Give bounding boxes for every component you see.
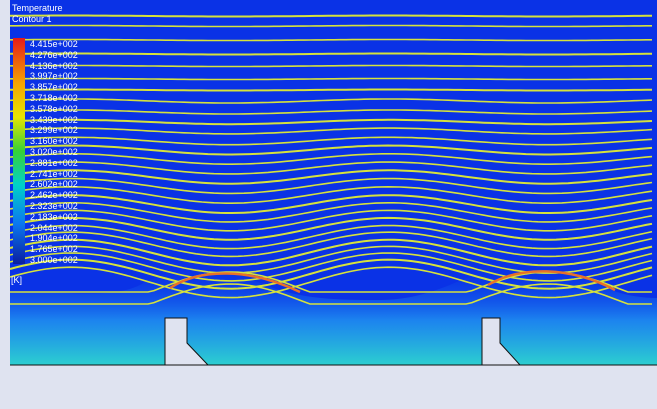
streamline [9, 109, 653, 115]
streamline [9, 202, 653, 223]
streamline [9, 224, 653, 250]
streamline [10, 64, 652, 68]
legend-label: 3.299e+002 [30, 125, 78, 136]
legend-label: 3.997e+002 [30, 71, 78, 82]
streamline [9, 231, 653, 258]
legend-label: 4.276e+002 [30, 49, 78, 60]
streamline [9, 144, 653, 156]
streamline [9, 245, 653, 274]
streamline [9, 136, 653, 146]
legend-label: 1.904e+002 [30, 233, 78, 244]
streamline [10, 88, 652, 92]
legend-label: 4.136e+002 [30, 60, 78, 71]
streamline [9, 238, 653, 267]
legend-label: 3.578e+002 [30, 103, 78, 114]
hot-arc-left [169, 272, 301, 294]
hot-arc-right [487, 270, 616, 292]
streamline [10, 38, 652, 42]
legend-label: 3.857e+002 [30, 82, 78, 93]
streamline [9, 194, 653, 214]
legend-label: 2.602e+002 [30, 179, 78, 190]
legend-unit: [K] [11, 275, 23, 285]
legend-subtitle-text: Contour 1 [12, 14, 52, 24]
streamline [9, 161, 653, 175]
legend-label: 3.439e+002 [30, 114, 78, 125]
streamline [10, 52, 652, 56]
legend-title: Temperature Contour 1 [12, 3, 63, 25]
legend-label: 2.183e+002 [30, 211, 78, 222]
streamline [10, 24, 652, 28]
legend-title-text: Temperature [12, 3, 63, 13]
legend-label: 3.160e+002 [30, 136, 78, 147]
streamline [9, 118, 653, 126]
legend-label: 2.881e+002 [30, 157, 78, 168]
streamline [9, 127, 653, 135]
streamline [9, 169, 653, 185]
streamline [9, 209, 653, 232]
streamline [9, 153, 653, 165]
legend-label: 2.741e+002 [30, 168, 78, 179]
legend-label: 2.462e+002 [30, 190, 78, 201]
streamlines [9, 14, 653, 305]
legend-label: 2.044e+002 [30, 222, 78, 233]
legend-label: 4.415e+002 [30, 39, 78, 49]
streamline [9, 98, 653, 104]
legend-colorbar [13, 38, 25, 264]
streamline [9, 216, 653, 241]
streamline [10, 283, 652, 305]
legend-label: 1.765e+002 [30, 244, 78, 255]
streamline [9, 185, 653, 204]
legend-label: 3.000e+002 [30, 255, 78, 265]
streamline [9, 266, 653, 299]
legend-label: 3.718e+002 [30, 93, 78, 103]
streamline [10, 77, 652, 81]
streamline [9, 258, 653, 290]
legend-label: 2.323e+002 [30, 201, 78, 211]
streamline [10, 14, 652, 18]
streamline [9, 177, 653, 195]
streamline [9, 252, 653, 282]
wall-solid [0, 365, 657, 409]
legend-label: 3.020e+002 [30, 147, 78, 157]
